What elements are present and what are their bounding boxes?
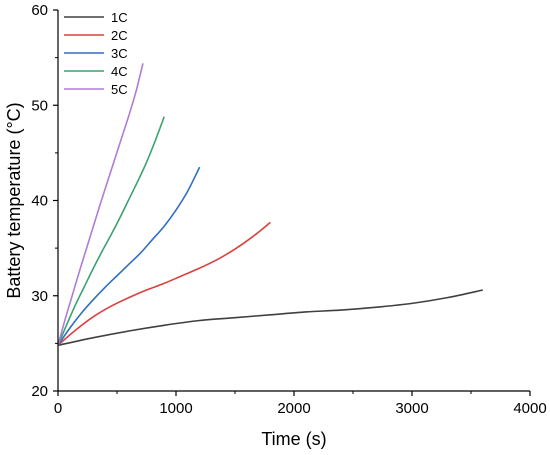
- x-tick-label: 3000: [395, 400, 428, 417]
- x-tick-label: 1000: [159, 400, 192, 417]
- y-tick-label: 20: [31, 383, 48, 400]
- x-ticks: 0 1000 2000 3000 4000: [54, 391, 547, 417]
- y-tick-label: 30: [31, 288, 48, 305]
- x-axis-title: Time (s): [261, 429, 326, 449]
- y-tick-label: 60: [31, 2, 48, 19]
- y-tick-label: 50: [31, 97, 48, 114]
- legend: 1C 2C 3C 4C 5C: [64, 10, 128, 97]
- series-lines: [57, 63, 483, 347]
- legend-label: 2C: [111, 28, 128, 43]
- legend-label: 3C: [111, 46, 128, 61]
- series-line-3c: [57, 166, 201, 346]
- legend-label: 4C: [111, 64, 128, 79]
- x-tick-label: 2000: [277, 400, 310, 417]
- series-line-1c: [57, 289, 483, 347]
- series-line-5c: [57, 63, 144, 346]
- series-line-2c: [57, 221, 271, 346]
- series-line-4c: [57, 116, 165, 346]
- y-axis-title: Battery temperature (°C): [4, 102, 24, 298]
- legend-label: 1C: [111, 10, 128, 25]
- legend-label: 5C: [111, 82, 128, 97]
- x-tick-label: 0: [54, 400, 62, 417]
- y-ticks: 20 30 40 50 60: [31, 2, 58, 400]
- y-tick-label: 40: [31, 193, 48, 210]
- x-tick-label: 4000: [513, 400, 546, 417]
